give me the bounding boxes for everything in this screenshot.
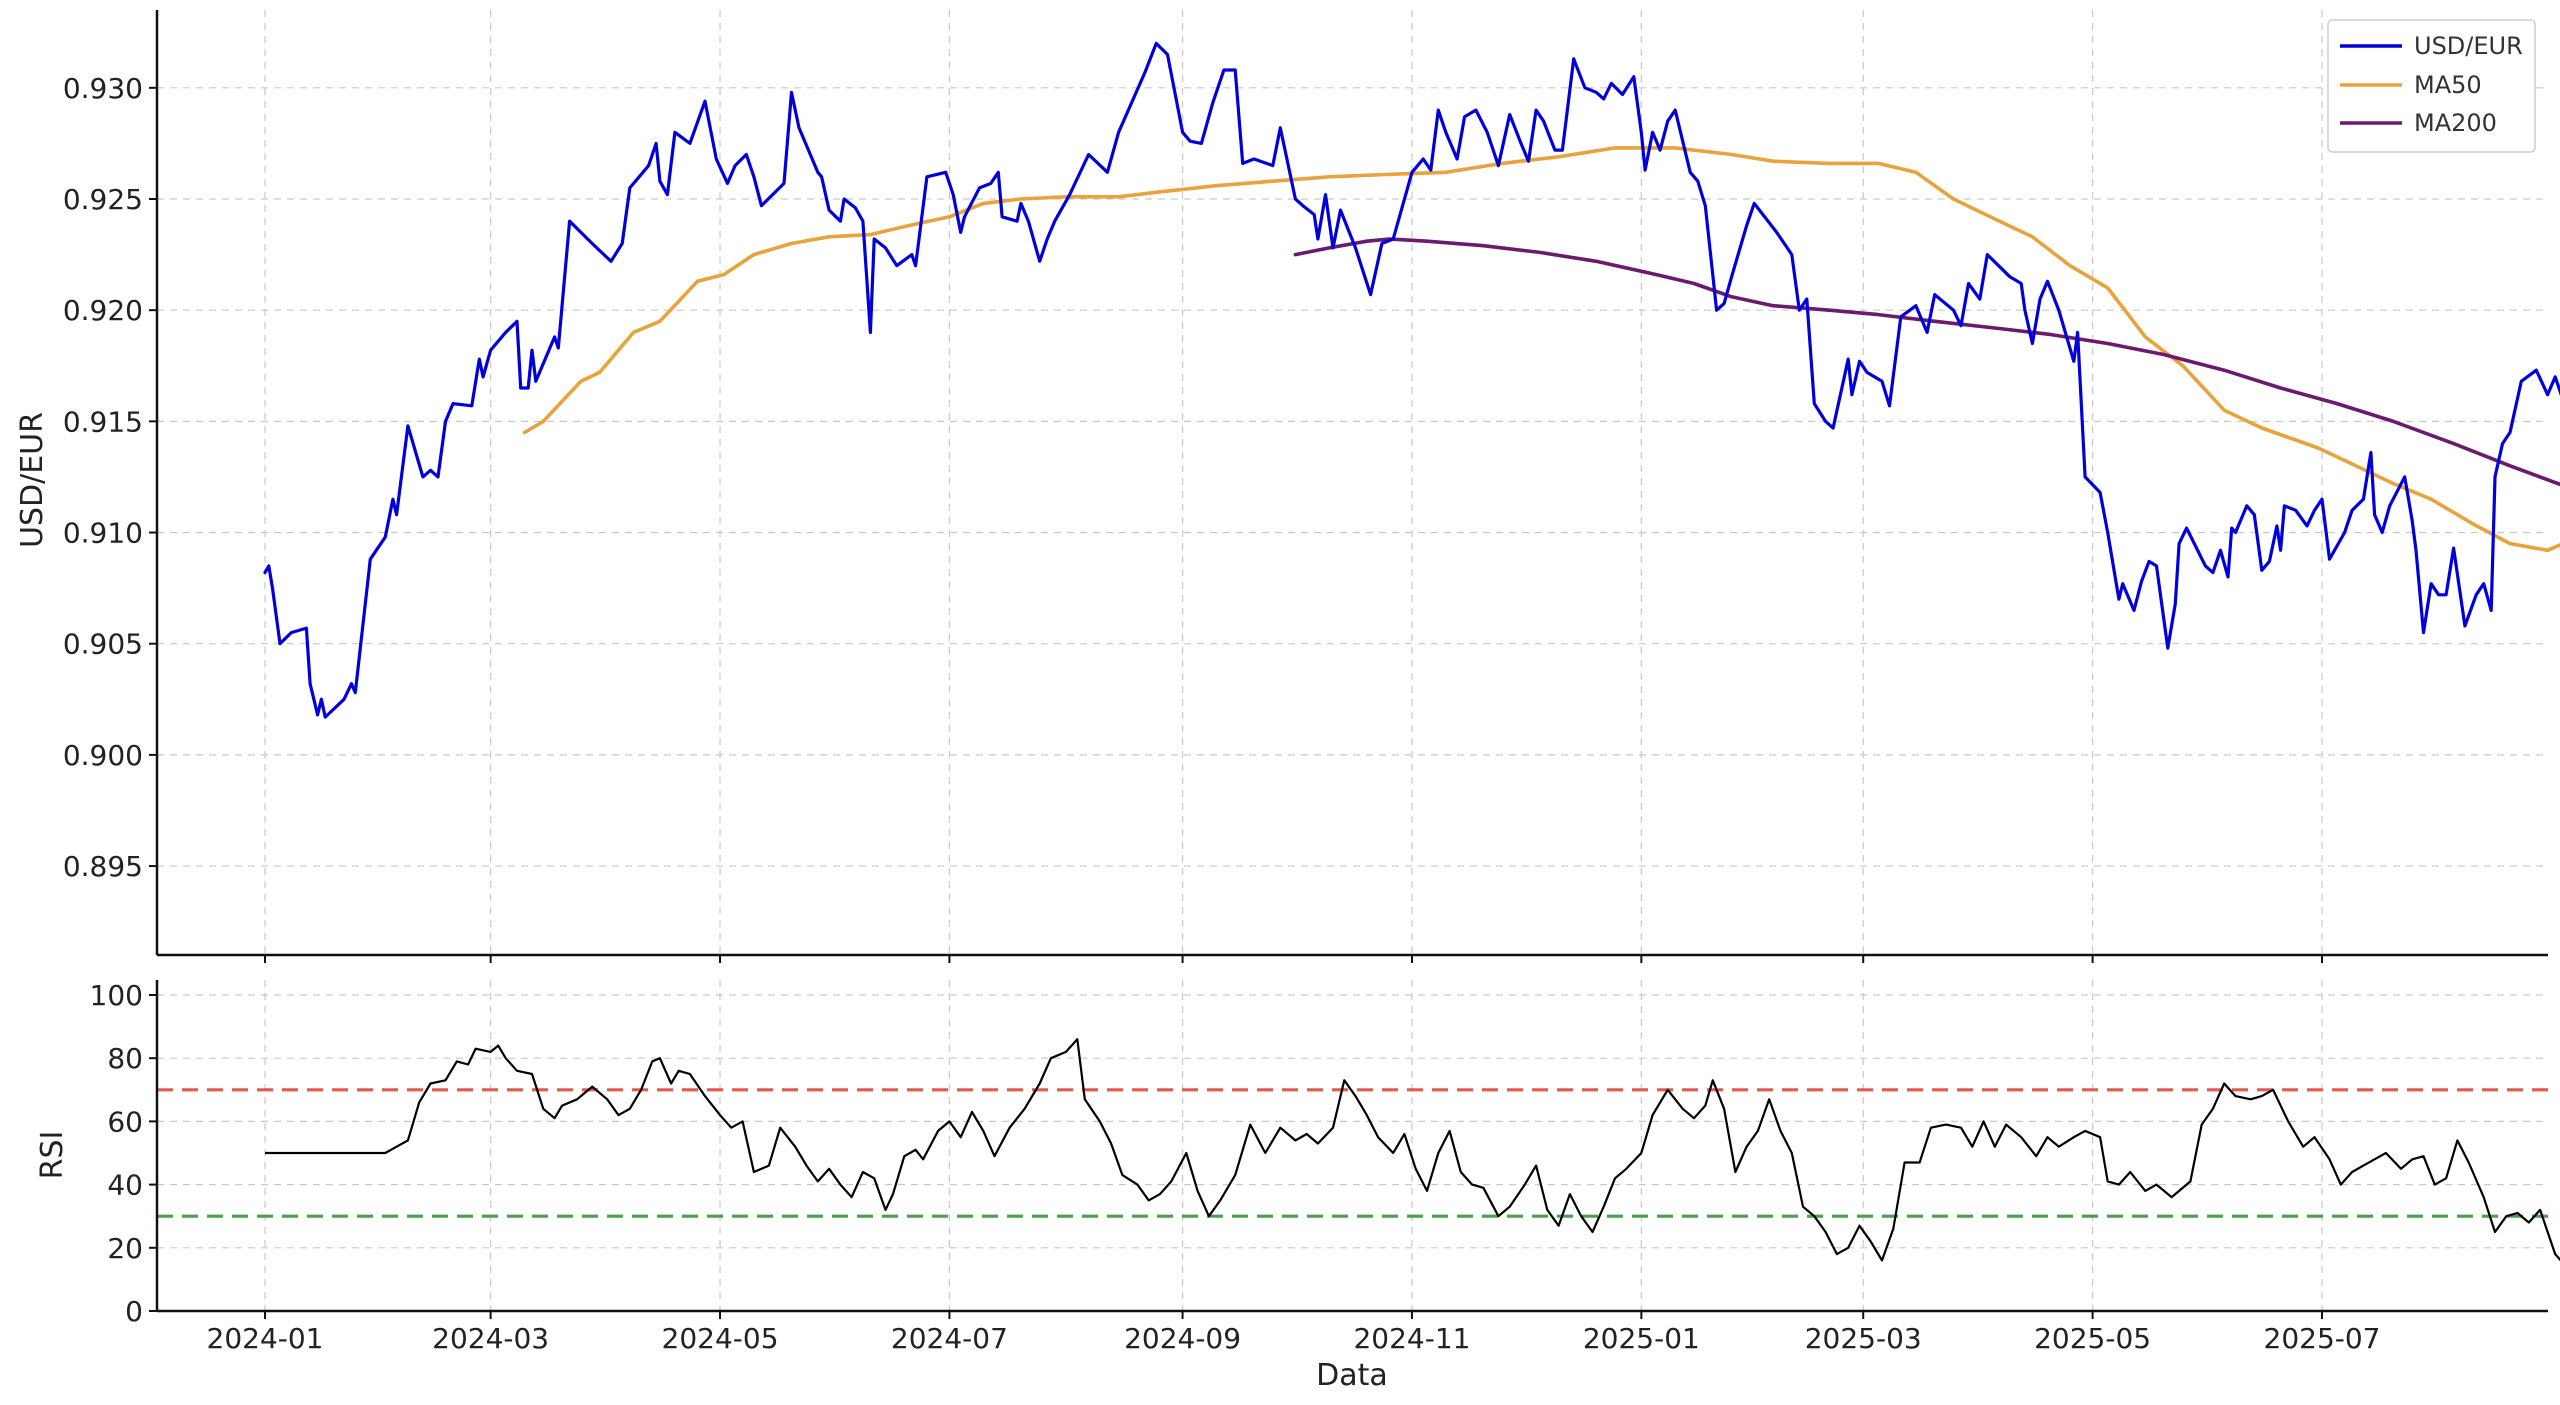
price-y-tick-label-0-910: 0.910: [63, 517, 143, 550]
x-tick-label-2024-03: 2024-03: [432, 1322, 549, 1355]
price-y-tick-label-0-905: 0.905: [63, 628, 143, 661]
price-y-tick-label-0-930: 0.930: [63, 72, 143, 105]
rsi-y-tick-label-100: 100: [90, 979, 143, 1012]
legend-label-ma50: MA50: [2414, 71, 2482, 99]
x-tick-label-2025-07: 2025-07: [2264, 1322, 2381, 1355]
rsi-y-tick-label-80: 80: [107, 1042, 143, 1075]
price-y-tick-label-0-900: 0.900: [63, 739, 143, 772]
legend-label-ma200: MA200: [2414, 109, 2497, 137]
x-tick-label-2024-11: 2024-11: [1353, 1322, 1470, 1355]
legend: USD/EUR MA50 MA200: [2327, 19, 2536, 153]
price-y-axis-title: USD/EUR: [15, 412, 50, 548]
x-tick-label-2025-05: 2025-05: [2034, 1322, 2151, 1355]
x-tick-label-2025-03: 2025-03: [1805, 1322, 1922, 1355]
legend-box: [2327, 19, 2536, 153]
rsi-y-tick-label-60: 60: [107, 1105, 143, 1138]
rsi-series-group: [265, 1038, 2560, 1262]
x-tick-label-2024-01: 2024-01: [207, 1322, 324, 1355]
rsi-grid: [157, 980, 2548, 1312]
rsi-y-tick-label-20: 20: [107, 1232, 143, 1265]
price-grid: [157, 10, 2548, 963]
price-y-tick-label-0-915: 0.915: [63, 405, 143, 438]
rsi-reference-lines: [157, 1088, 2548, 1218]
price-y-tick-label-0-925: 0.925: [63, 183, 143, 216]
series-line-rsi: [265, 1038, 2560, 1262]
rsi-y-ticks: 0 20 40 60 80 100: [90, 979, 157, 1328]
x-axis-title: Data: [1316, 1358, 1388, 1393]
x-tick-label-2025-01: 2025-01: [1583, 1322, 1700, 1355]
price-y-tick-label-0-920: 0.920: [63, 294, 143, 327]
price-series-group: [263, 41, 2560, 719]
legend-label-usd-eur: USD/EUR: [2414, 32, 2523, 60]
price-panel: 0.895 0.900 0.905 0.910 0.915 0.920 0.925 0.930…: [15, 10, 2560, 963]
price-axes: [155, 10, 2548, 957]
series-line-ma200: [1293, 237, 2560, 487]
x-tick-label-2024-07: 2024-07: [891, 1322, 1008, 1355]
rsi-axes: [155, 980, 2548, 1313]
price-y-tick-label-0-895: 0.895: [63, 850, 143, 883]
rsi-y-axis-title: RSI: [35, 1131, 70, 1180]
price-y-ticks: 0.895 0.900 0.905 0.910 0.915 0.920 0.925 0.930: [63, 72, 157, 883]
rsi-y-tick-label-0: 0: [125, 1295, 143, 1328]
x-tick-label-2024-09: 2024-09: [1124, 1322, 1241, 1355]
rsi-y-tick-label-40: 40: [107, 1169, 143, 1202]
series-line-ma50: [522, 146, 2560, 553]
series-line-usd-eur: [263, 41, 2560, 719]
date-x-ticks: 2024-01 2024-03 2024-05 2024-07 2024-09 2024-…: [207, 1311, 2381, 1355]
x-tick-label-2024-05: 2024-05: [662, 1322, 779, 1355]
